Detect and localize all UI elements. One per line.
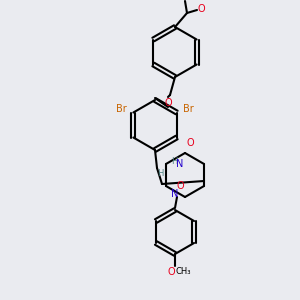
Text: O: O (176, 181, 184, 191)
Text: H: H (171, 157, 177, 166)
Text: O: O (197, 4, 205, 14)
Text: CH₃: CH₃ (175, 268, 191, 277)
Text: N: N (176, 159, 184, 169)
Text: O: O (167, 267, 175, 277)
Text: O: O (186, 138, 194, 148)
Text: O: O (164, 98, 172, 108)
Text: N: N (171, 189, 179, 199)
Text: H: H (157, 169, 163, 178)
Text: Br: Br (183, 104, 194, 115)
Text: OH: OH (173, 0, 188, 2)
Text: Br: Br (116, 104, 127, 115)
